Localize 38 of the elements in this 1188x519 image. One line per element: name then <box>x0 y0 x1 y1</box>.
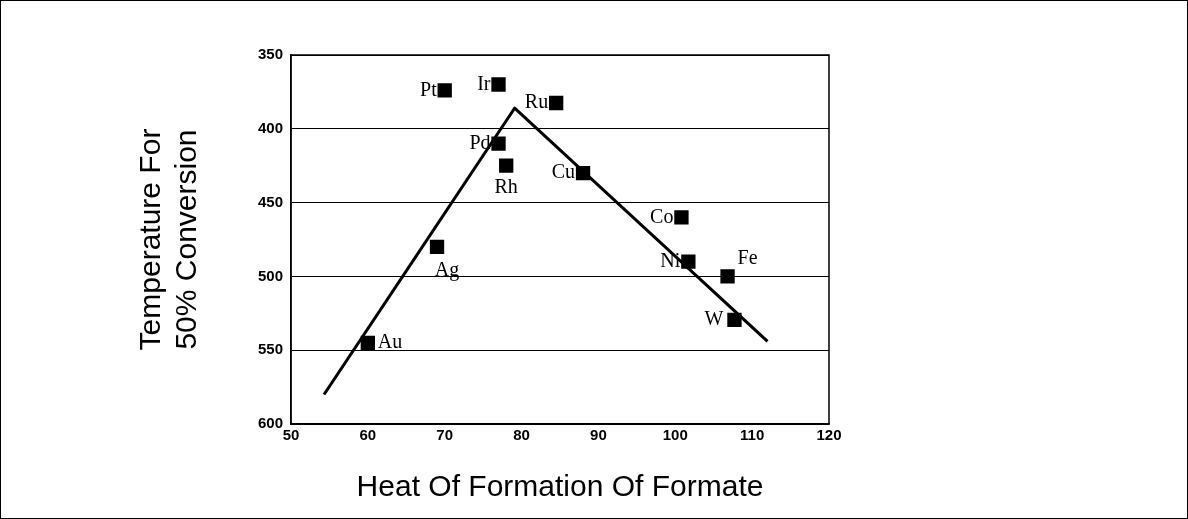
x-tick-label: 50 <box>282 426 300 444</box>
point <box>575 165 591 181</box>
y-tick-label: 400 <box>257 118 283 136</box>
point <box>360 335 376 350</box>
y-tick-label: 350 <box>257 45 283 63</box>
x-axis-title: Heat Of Formation Of Formate <box>356 469 764 503</box>
annotation: Rh <box>494 174 518 197</box>
annotation: Cu <box>551 160 576 183</box>
point <box>437 83 452 98</box>
annotation: Co <box>650 204 674 227</box>
y-axis-title: Temperature For 50% Conversion <box>133 128 203 351</box>
y-tick-label: 550 <box>257 340 283 358</box>
x-tick-label: 60 <box>359 426 377 444</box>
point <box>491 136 506 151</box>
annotation: Fe <box>737 245 758 268</box>
annotation: Ru <box>524 90 549 113</box>
annotation: Ir <box>477 71 491 94</box>
y-tick-label: 600 <box>257 414 283 432</box>
x-tick-label: 90 <box>590 426 607 444</box>
point <box>429 239 445 255</box>
x-tick-label: 70 <box>436 426 454 444</box>
point <box>491 77 506 92</box>
annotation: Au <box>377 330 403 353</box>
point <box>727 312 742 328</box>
point <box>499 158 514 173</box>
x-tick-label: 110 <box>740 426 765 444</box>
y-tick-label: 450 <box>257 192 283 210</box>
x-tick-label: 100 <box>662 426 688 444</box>
point <box>674 210 689 225</box>
annotation: Pt <box>420 77 438 100</box>
y-tick-label: 500 <box>257 266 283 284</box>
point <box>549 95 564 111</box>
x-tick-label: 120 <box>816 426 842 444</box>
annotation: W <box>704 307 724 330</box>
point <box>681 254 696 269</box>
point <box>720 269 735 284</box>
x-tick-label: 80 <box>513 426 530 444</box>
annotation: Ag <box>434 258 460 282</box>
